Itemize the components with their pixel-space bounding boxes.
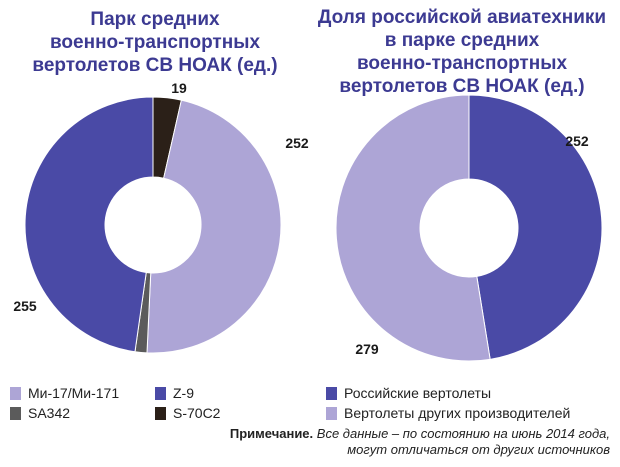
legend-item-z9: Z-9 <box>155 385 194 401</box>
pie-slice-1-0 <box>468 94 603 360</box>
legend-label-russian: Российские вертолеты <box>344 385 492 401</box>
legend-label-s70c2: S-70C2 <box>173 405 221 421</box>
data-label-0-0: 19 <box>171 80 187 96</box>
legend-label-other: Вертолеты других производителей <box>344 405 571 421</box>
chart-title-right: Доля российской авиатехники в парке сред… <box>312 6 612 98</box>
title-left-line-2: военно-транспортных <box>49 32 261 53</box>
title-right-line-2: в парке средних <box>384 30 540 51</box>
legend-swatch-z9 <box>155 386 166 400</box>
pie-slice-0-1 <box>146 99 282 354</box>
legend-item-russian: Российские вертолеты <box>326 385 491 401</box>
data-label-1-1: 279 <box>355 341 379 357</box>
footnote: Примечание. Все данные – по состоянию на… <box>190 426 610 458</box>
legend-item-s70c2: S-70C2 <box>155 405 220 421</box>
data-label-0-1: 252 <box>285 135 309 151</box>
legend-swatch-other <box>326 406 337 420</box>
pie-slice-0-3 <box>24 96 154 353</box>
title-right-line-4: вертолетов СВ НОАК (ед.) <box>339 76 585 97</box>
legend-label-mi17: Ми-17/Ми-171 <box>28 385 120 401</box>
title-right-line-3: военно-транспортных <box>356 53 568 74</box>
legend-swatch-russian <box>326 386 337 400</box>
legend-item-other: Вертолеты других производителей <box>326 405 570 421</box>
footnote-text: Все данные – по состоянию на июнь 2014 г… <box>316 426 610 441</box>
title-left-line-1: Парк средних <box>90 9 220 30</box>
chart-title-left: Парк средних военно-транспортных вертоле… <box>20 8 290 77</box>
legend-label-sa342: SA342 <box>28 405 71 421</box>
legend-item-mi17: Ми-17/Ми-171 <box>10 385 119 401</box>
data-label-0-3: 255 <box>13 298 37 314</box>
title-left-line-3: вертолетов СВ НОАК (ед.) <box>32 55 278 76</box>
footnote-text-2: могут отличаться от других источников <box>347 442 610 457</box>
legend-swatch-s70c2 <box>155 406 166 420</box>
legend-swatch-sa342 <box>10 406 21 420</box>
legend-item-sa342: SA342 <box>10 405 70 421</box>
title-right-line-1: Доля российской авиатехники <box>317 7 607 28</box>
legend-swatch-mi17 <box>10 386 21 400</box>
legend-label-z9: Z-9 <box>173 385 194 401</box>
data-label-1-0: 252 <box>565 133 589 149</box>
pie-slice-1-1 <box>335 94 491 362</box>
footnote-label: Примечание. <box>229 426 314 441</box>
